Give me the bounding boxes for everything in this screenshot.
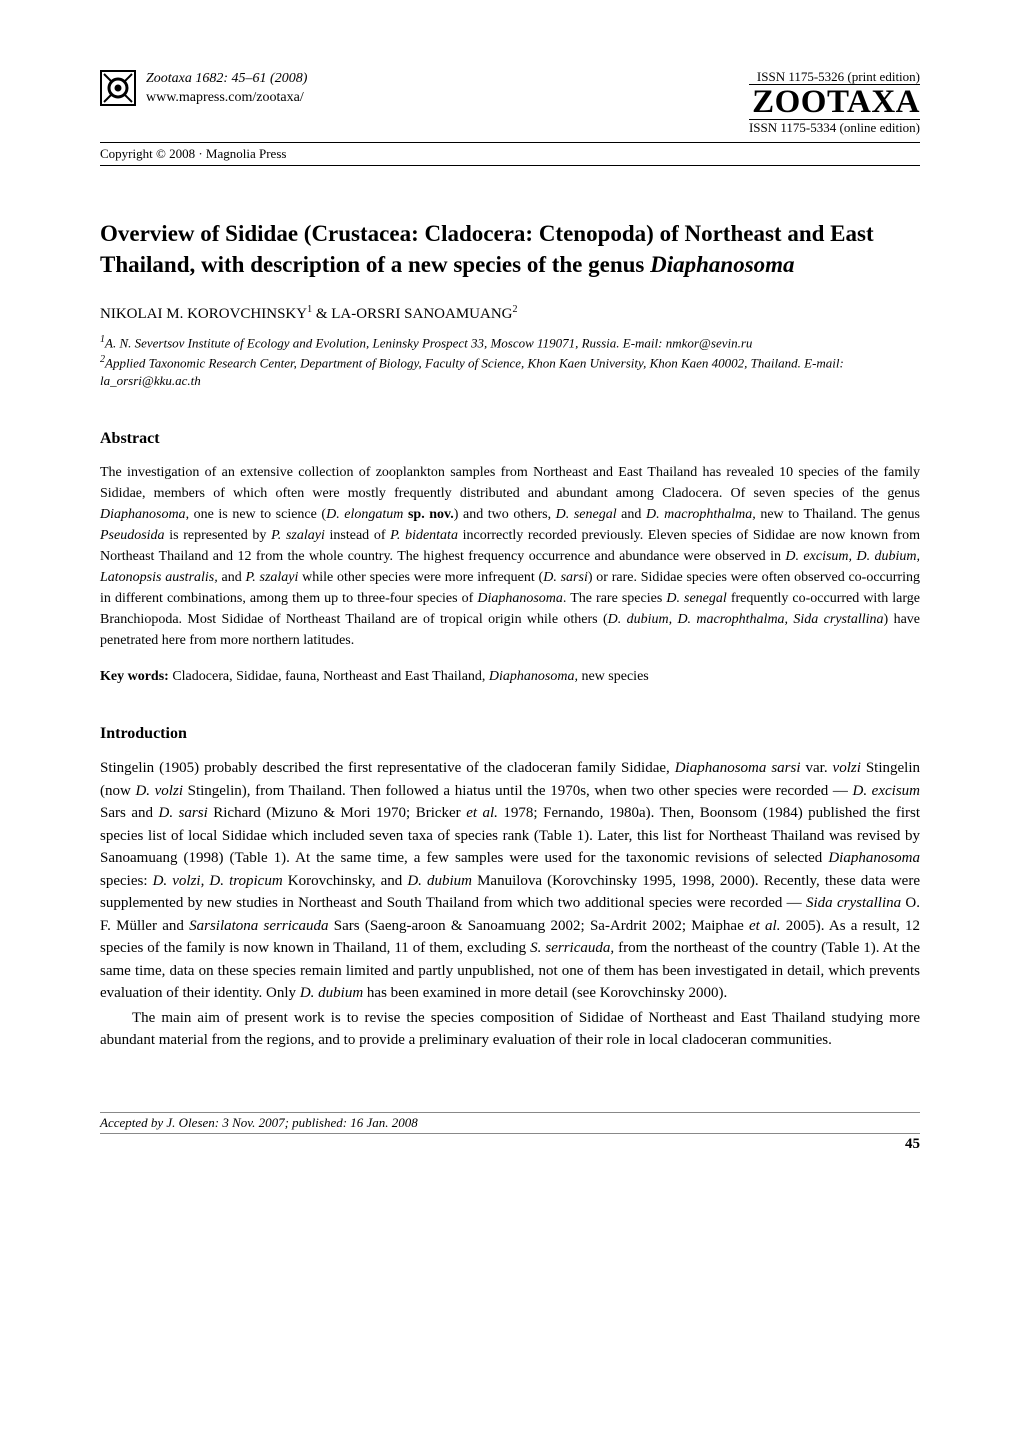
page-number: 45 <box>905 1136 920 1153</box>
header-right: ISSN 1175-5326 (print edition) ZOOTAXA I… <box>749 70 920 134</box>
accepted-line: Accepted by J. Olesen: 3 Nov. 2007; publ… <box>100 1112 920 1134</box>
in-s: Diaphanosoma <box>828 850 920 866</box>
in-s: Korovchinsky, and <box>283 873 408 889</box>
kw-c: new species <box>578 669 649 684</box>
kw-label: Key words: <box>100 669 169 684</box>
in-s: Stingelin), from Thailand. Then followed… <box>183 783 853 799</box>
journal-meta: Zootaxa 1682: 45–61 (2008) www.mapress.c… <box>146 70 307 108</box>
intro-heading: Introduction <box>100 725 920 743</box>
in-s: Richard (Mizuno & Mori 1970; Bricker <box>208 805 466 821</box>
aff-2: Applied Taxonomic Research Center, Depar… <box>100 355 844 388</box>
in-s: Diaphanosoma sarsi <box>675 760 801 776</box>
journal-title: ZOOTAXA <box>749 86 920 120</box>
abs-s: new to Thailand. The genus <box>756 507 920 522</box>
abs-s: D. macrophthalma, <box>646 507 756 522</box>
page-number-row: 45 <box>100 1136 920 1153</box>
abs-s: The investigation of an extensive collec… <box>100 465 920 501</box>
in-s: et al. <box>749 918 781 934</box>
in-s: volzi <box>833 760 861 776</box>
abstract-heading: Abstract <box>100 430 920 448</box>
abs-s: D. elongatum <box>326 507 403 522</box>
intro-p1: Stingelin (1905) probably described the … <box>100 757 920 1005</box>
kw-b: Diaphanosoma, <box>489 669 578 684</box>
abs-s: . The rare species <box>563 591 666 606</box>
abs-s: sp. nov. <box>408 507 454 522</box>
abs-s: instead of <box>325 528 390 543</box>
abs-s: D. sarsi <box>543 570 588 585</box>
abs-s: ) and two others, <box>454 507 556 522</box>
intro-p2: The main aim of present work is to revis… <box>100 1007 920 1052</box>
copyright-text: Copyright © 2008 · Magnolia Press <box>100 146 286 162</box>
in-s: Stingelin (1905) probably described the … <box>100 760 675 776</box>
abs-s: is represented by <box>165 528 272 543</box>
in-s: Sida crystallina <box>806 895 901 911</box>
in-s: D. sarsi <box>158 805 207 821</box>
in-s: D. excisum <box>852 783 920 799</box>
journal-url: www.mapress.com/zootaxa/ <box>146 89 307 108</box>
header-left: Zootaxa 1682: 45–61 (2008) www.mapress.c… <box>100 70 307 108</box>
kw-a: Cladocera, Sididae, fauna, Northeast and… <box>169 669 489 684</box>
in-s: Sarsilatona serricauda <box>189 918 328 934</box>
abs-s: P. szalayi <box>271 528 325 543</box>
abs-s: D. senegal <box>666 591 726 606</box>
abs-s: while other species were more infrequent… <box>298 570 543 585</box>
in-s: D. volzi, D. tropicum <box>153 873 283 889</box>
article-title: Overview of Sididae (Crustacea: Cladocer… <box>100 218 920 280</box>
abs-s: D. dubium, D. macrophthalma, Sida crysta… <box>608 612 884 627</box>
authors: NIKOLAI M. KOROVCHINSKY1 & LA-ORSRI SANO… <box>100 304 920 323</box>
abs-s: Pseudosida <box>100 528 165 543</box>
author-amp: & <box>312 306 331 322</box>
in-s: et al. <box>466 805 498 821</box>
abs-s: D. senegal <box>556 507 617 522</box>
abstract-text: The investigation of an extensive collec… <box>100 462 920 651</box>
in-s: D. dubium <box>300 985 363 1001</box>
abs-s: Diaphanosoma <box>100 507 186 522</box>
intro-body: Stingelin (1905) probably described the … <box>100 757 920 1052</box>
page-container: Zootaxa 1682: 45–61 (2008) www.mapress.c… <box>0 0 1020 1213</box>
abs-s: and <box>218 570 246 585</box>
abs-s: P. bidentata <box>390 528 458 543</box>
journal-citation: Zootaxa 1682: 45–61 (2008) <box>146 70 307 89</box>
in-s: var. <box>801 760 833 776</box>
in-s: species: <box>100 873 153 889</box>
issn-online: ISSN 1175-5334 (online edition) <box>749 121 920 134</box>
footer: Accepted by J. Olesen: 3 Nov. 2007; publ… <box>100 1112 920 1153</box>
in-s: S. serricauda, <box>530 940 614 956</box>
abs-s: and <box>617 507 646 522</box>
author-2-sup: 2 <box>513 304 518 315</box>
header-row: Zootaxa 1682: 45–61 (2008) www.mapress.c… <box>100 70 920 134</box>
issn-print: ISSN 1175-5326 (print edition) <box>749 70 920 85</box>
affiliations: 1A. N. Severtsov Institute of Ecology an… <box>100 333 920 390</box>
in-s: D. volzi <box>135 783 183 799</box>
abs-s: P. szalayi <box>246 570 299 585</box>
abs-s: , one is new to science ( <box>186 507 327 522</box>
in-s: Sars and <box>100 805 158 821</box>
in-s: has been examined in more detail (see Ko… <box>363 985 727 1001</box>
in-s: Sars (Saeng-aroon & Sanoamuang 2002; Sa-… <box>329 918 749 934</box>
copyright-row: Copyright © 2008 · Magnolia Press <box>100 142 920 166</box>
in-s: D. dubium <box>407 873 472 889</box>
publisher-logo-icon <box>100 70 136 106</box>
author-2: LA-ORSRI SANOAMUANG <box>331 306 512 322</box>
abs-s: Diaphanosoma <box>477 591 563 606</box>
author-1: NIKOLAI M. KOROVCHINSKY <box>100 306 307 322</box>
keywords: Key words: Cladocera, Sididae, fauna, No… <box>100 669 920 685</box>
title-genus: Diaphanosoma <box>650 252 794 277</box>
aff-1: A. N. Severtsov Institute of Ecology and… <box>105 335 752 350</box>
